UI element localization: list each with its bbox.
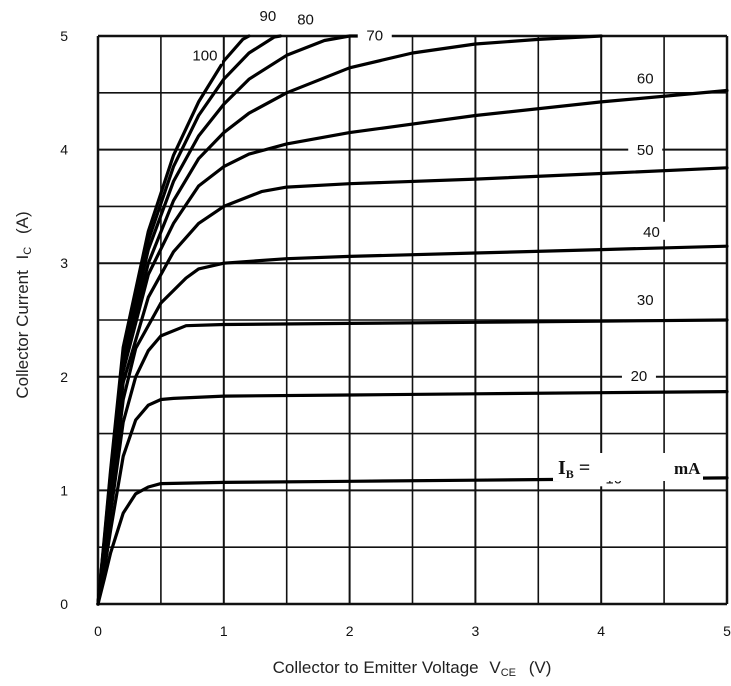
curves <box>96 34 729 606</box>
curve-label-backdrop <box>357 25 392 44</box>
x-tick-label: 1 <box>220 623 228 639</box>
y-axis-unit: (A) <box>13 211 32 234</box>
ib-label-backdrop <box>553 453 703 481</box>
curve-ib-20 <box>96 390 729 606</box>
y-axis-title-text: Collector Current <box>13 270 32 399</box>
y-tick-label: 5 <box>60 28 68 44</box>
x-tick-label: 5 <box>723 623 731 639</box>
curve-label-100: 100 <box>192 48 217 65</box>
x-axis-title: Collector to Emitter Voltage VCE (V) <box>273 658 552 680</box>
curve-label-70: 70 <box>366 27 383 44</box>
y-axis-title: Collector Current IC (A) <box>13 211 35 398</box>
curve-ib-100 <box>96 34 251 606</box>
y-tick-label: 4 <box>60 142 68 158</box>
curve-label-60: 60 <box>637 70 654 87</box>
curve-label-backdrop <box>628 289 663 308</box>
curve-label-backdrop <box>634 221 669 240</box>
ib-subscript: B <box>566 467 574 481</box>
curve-label-20: 20 <box>631 368 648 385</box>
y-tick-label: 0 <box>60 596 68 612</box>
y-tick-label: 3 <box>60 255 68 271</box>
x-tick-label: 0 <box>94 623 102 639</box>
curve-label-30: 30 <box>637 292 654 309</box>
curve-label-backdrop <box>187 45 222 64</box>
x-axis-subscript: CE <box>501 667 516 679</box>
y-axis-subscript: C <box>22 247 34 255</box>
x-axis-title-text: Collector to Emitter Voltage <box>273 658 479 677</box>
x-tick-label: 3 <box>472 623 480 639</box>
x-axis-symbol: V <box>489 658 501 677</box>
curve-label-80: 80 <box>297 11 314 28</box>
curve-ib-10 <box>96 476 729 606</box>
curve-label-backdrop <box>628 68 663 87</box>
grid <box>96 34 729 606</box>
x-tick-label: 2 <box>346 623 354 639</box>
curve-label-backdrop <box>628 140 663 159</box>
ib-symbol: I <box>558 457 566 479</box>
y-tick-label: 1 <box>60 482 68 498</box>
curve-label-90: 90 <box>259 8 276 25</box>
y-tick-label: 2 <box>60 369 68 385</box>
ib-equals: = <box>579 457 590 479</box>
ib-parameter-label: IB = <box>558 457 590 481</box>
curve-label-backdrop <box>621 366 656 385</box>
x-tick-label: 4 <box>597 623 605 639</box>
x-axis-unit: (V) <box>529 658 552 677</box>
curve-label-40: 40 <box>643 224 660 241</box>
y-axis-symbol: I <box>13 255 32 260</box>
curve-label-50: 50 <box>637 142 654 159</box>
ib-unit: mA <box>674 459 701 478</box>
